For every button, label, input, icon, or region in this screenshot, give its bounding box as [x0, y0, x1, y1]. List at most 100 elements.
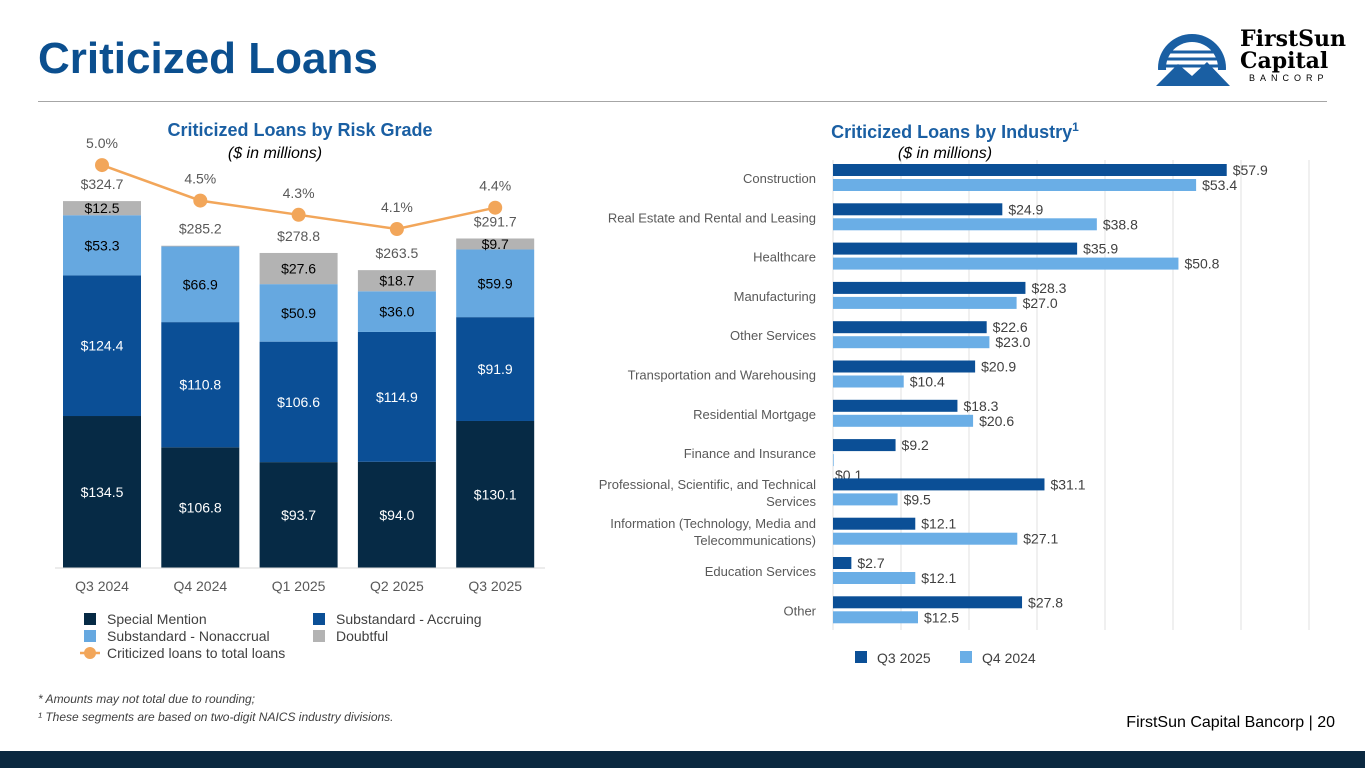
bar-value-label: $38.8 — [1103, 216, 1138, 232]
bar-doubtful — [63, 201, 141, 216]
bar-q3-2025 — [833, 203, 1003, 216]
bar-q4-2024 — [833, 572, 916, 584]
category-label: Finance and Insurance — [684, 446, 816, 461]
bar-total-label: $278.8 — [277, 228, 320, 244]
bar-value-label: $9.5 — [904, 491, 931, 507]
bar-value-label: $134.5 — [81, 484, 124, 500]
bar-value-label: $35.9 — [1083, 241, 1118, 257]
bar-value-label: $27.8 — [1028, 594, 1063, 610]
bar-value-label: $20.9 — [981, 359, 1016, 375]
bar-substandard-accruing — [63, 275, 141, 417]
category-label: Transportation and Warehousing — [628, 368, 816, 383]
bar-value-label: $12.1 — [921, 516, 956, 532]
bar-value-label: $28.3 — [1031, 280, 1066, 296]
right-chart-subtitle: ($ in millions) — [897, 145, 993, 162]
sun-mountain-icon — [1152, 34, 1232, 90]
bar-value-label: $24.9 — [1008, 201, 1043, 217]
bar-value-label: $9.7 — [482, 236, 509, 252]
left-chart-subtitle: ($ in millions) — [227, 145, 323, 162]
right-chart-title: Criticized Loans by Industry — [831, 122, 1073, 142]
category-label: Other Services — [730, 328, 816, 343]
legend-swatch — [313, 630, 325, 642]
bar-q3-2025 — [833, 596, 1023, 609]
bar-q3-2025 — [833, 557, 852, 569]
bar-special-mention — [63, 416, 141, 568]
bar-value-label: $106.6 — [277, 394, 320, 410]
bar-value-label: $53.4 — [1202, 177, 1237, 193]
bar-value-label: $50.9 — [281, 305, 316, 321]
line-value-label: 4.1% — [381, 199, 413, 215]
line-value-label: 5.0% — [86, 135, 118, 151]
bar-value-label: $9.2 — [902, 437, 929, 453]
category-label: Information (Technology, Media and — [610, 516, 816, 531]
bar-substandard-nonaccrual — [161, 246, 240, 323]
bar-total-label: $263.5 — [375, 245, 418, 261]
footnote-naics: ¹ These segments are based on two-digit … — [38, 710, 394, 724]
category-label: Manufacturing — [734, 289, 816, 304]
bar-value-label: $59.9 — [478, 275, 513, 291]
bar-value-label: $53.3 — [84, 237, 119, 253]
legend-label: Q3 2025 — [877, 650, 931, 666]
bar-value-label: $12.5 — [924, 609, 959, 625]
bar-q3-2025 — [833, 517, 916, 530]
bar-value-label: $22.6 — [993, 319, 1028, 335]
category-label: Services — [766, 494, 816, 509]
bar-q3-2025 — [833, 242, 1078, 255]
line-point — [488, 200, 503, 215]
bar-q3-2025 — [833, 478, 1045, 491]
bar-doubtful — [259, 252, 338, 285]
line-value-label: 4.4% — [479, 178, 511, 194]
bar-value-label: $66.9 — [183, 276, 218, 292]
bar-substandard-nonaccrual — [456, 249, 535, 318]
bar-value-label: $110.8 — [179, 377, 221, 393]
bar-doubtful — [456, 238, 535, 250]
bar-q3-2025 — [833, 399, 958, 412]
legend-swatch — [960, 651, 972, 663]
category-label: Real Estate and Rental and Leasing — [608, 210, 816, 225]
bar-value-label: $23.0 — [995, 334, 1030, 350]
line-value-label: 4.3% — [283, 185, 315, 201]
bar-value-label: $91.9 — [478, 361, 513, 377]
bar-value-label: $12.1 — [921, 570, 956, 586]
legend-swatch — [84, 630, 96, 642]
bar-q3-2025 — [833, 360, 976, 373]
page-title: Criticized Loans — [38, 34, 378, 83]
legend-label: Doubtful — [336, 628, 388, 644]
bar-q4-2024 — [833, 296, 1017, 309]
bar-q3-2025 — [833, 321, 987, 334]
bar-q4-2024 — [833, 532, 1018, 545]
legend-swatch — [313, 613, 325, 625]
bar-q4-2024 — [833, 414, 974, 427]
bar-value-label: $31.1 — [1050, 476, 1085, 492]
bar-substandard-accruing — [259, 341, 338, 463]
logo-text: FirstSun Capital — [1240, 26, 1346, 74]
bar-value-label: $27.1 — [1023, 531, 1058, 547]
bar-total-label: $291.7 — [474, 213, 517, 229]
x-tick-label: Q3 2024 — [75, 578, 129, 594]
bar-q4-2024 — [833, 493, 898, 506]
bar-value-label: $57.9 — [1233, 162, 1268, 178]
bottom-bar — [0, 751, 1365, 768]
category-label: Healthcare — [753, 250, 816, 265]
bar-substandard-accruing — [161, 322, 240, 448]
category-label: Residential Mortgage — [693, 407, 816, 422]
bar-total-label: $324.7 — [81, 176, 124, 192]
bar-q4-2024 — [833, 257, 1179, 270]
footnote-marker: 1 — [1072, 120, 1079, 134]
bar-q4-2024 — [833, 218, 1097, 231]
x-tick-label: Q4 2024 — [173, 578, 227, 594]
bar-special-mention — [456, 420, 535, 568]
bar-value-label: $94.0 — [379, 507, 414, 523]
logo-subtext: BANCORP — [1249, 73, 1329, 83]
footnote-rounding: * Amounts may not total due to rounding; — [38, 692, 256, 706]
legend-label: Substandard - Nonaccrual — [107, 628, 270, 644]
legend-swatch — [84, 613, 96, 625]
legend-label: Special Mention — [107, 611, 207, 627]
legend-label: Substandard - Accruing — [336, 611, 482, 627]
bar-q4-2024 — [833, 611, 918, 624]
bar-substandard-nonaccrual — [63, 215, 141, 276]
bar-q4-2024 — [833, 179, 1197, 191]
bar-q4-2024 — [833, 336, 990, 349]
bar-q3-2025 — [833, 439, 896, 452]
